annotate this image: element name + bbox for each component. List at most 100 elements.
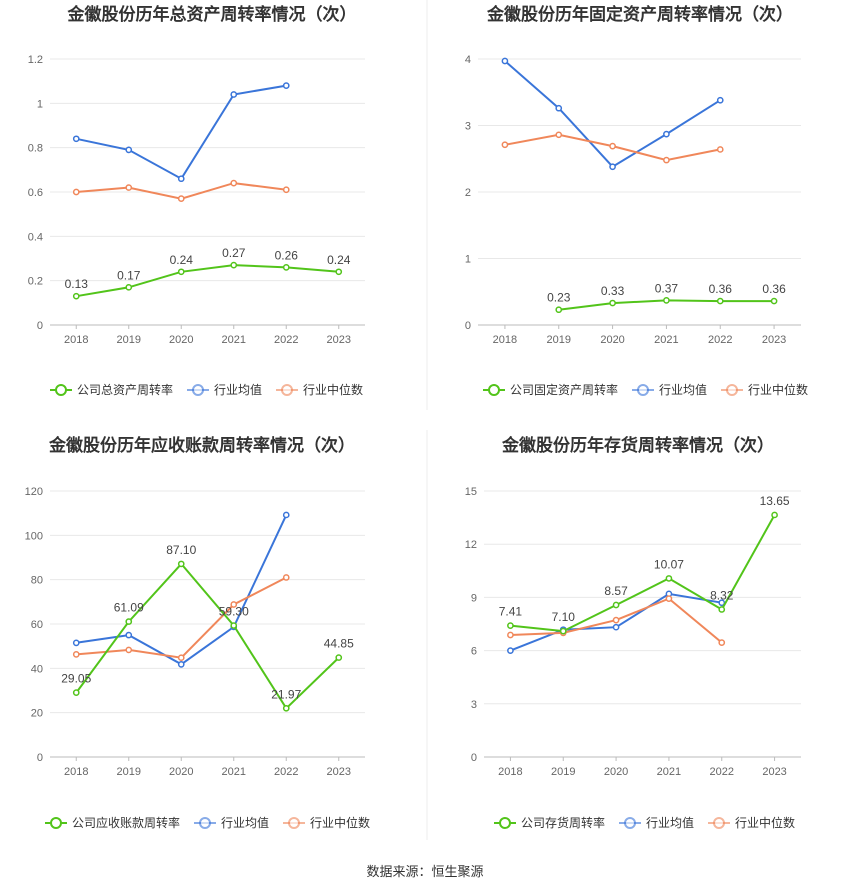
data-point [501,141,509,149]
x-tick-label: 2019 [117,766,141,778]
data-label: 0.27 [222,246,246,260]
data-point [555,131,563,139]
source-note: 数据来源：恒生聚源 [366,865,483,880]
chart-title: 金徽股份历年固定资产周转率情况（次） [486,4,793,25]
data-label: 21.97 [271,687,301,701]
chart-title: 金徽股份历年总资产周转率情况（次） [67,4,357,25]
data-point [716,297,724,305]
data-point [72,135,80,143]
data-label: 8.57 [604,584,628,598]
x-tick-label: 2021 [222,334,246,346]
data-point [230,261,238,269]
y-tick-label: 3 [471,699,477,711]
legend-marker [288,817,300,829]
x-tick-label: 2021 [657,766,681,778]
y-tick-label: 0.8 [28,143,43,155]
data-label: 87.10 [166,543,196,557]
data-point [609,142,616,150]
legend-marker [55,384,67,396]
data-point [72,188,80,196]
data-point [230,622,238,629]
y-tick-label: 0.4 [28,231,43,243]
chart-title: 金徽股份历年应收账款周转率情况（次） [48,435,355,456]
data-point [609,299,616,307]
legend-item-2: 行业均值 [194,815,269,830]
data-label: 61.09 [114,601,144,615]
y-tick-label: 6 [471,646,477,658]
data-point [125,146,133,154]
data-label: 0.37 [655,281,679,295]
data-point [177,175,185,183]
legend-label: 行业均值 [659,382,707,397]
legend-item-3: 行业中位数 [283,815,370,830]
data-point [230,179,238,187]
data-label: 13.65 [760,494,790,508]
y-tick-label: 0 [471,752,477,764]
legend-marker [713,817,725,829]
data-point [718,639,726,646]
legend-label: 行业中位数 [303,382,363,397]
series-line-3 [76,576,287,659]
data-point [177,654,185,662]
x-tick-label: 2023 [762,766,786,778]
data-point [125,618,133,625]
data-point [665,575,673,582]
y-tick-label: 15 [465,486,477,498]
legend-label: 行业均值 [646,815,694,830]
series-line-1 [510,514,776,633]
data-point [555,104,563,112]
x-tick-label: 2023 [327,334,351,346]
data-label: 0.24 [327,253,351,267]
data-point [177,560,185,568]
data-point [177,195,185,202]
data-point [771,511,778,519]
data-point [335,268,343,276]
x-tick-label: 2021 [222,766,246,778]
x-tick-label: 2020 [604,766,628,778]
legend-marker [192,384,204,396]
legend-item-1: 公司应收账款周转率 [45,815,180,830]
y-tick-label: 12 [465,539,477,551]
data-point [612,601,620,609]
data-label: 0.33 [601,284,625,298]
legend-item-3: 行业中位数 [708,815,795,830]
data-label: 8.32 [710,588,734,602]
x-tick-label: 2022 [710,766,734,778]
series-line-2 [76,514,288,666]
data-point [335,654,343,661]
data-point [282,186,290,194]
data-point [770,297,778,305]
y-tick-label: 120 [25,486,43,498]
legend-marker [637,384,649,396]
y-tick-label: 1 [37,98,43,110]
data-point [507,622,514,629]
legend-item-1: 公司总资产周转率 [50,382,173,397]
x-tick-label: 2019 [117,334,141,346]
data-point [501,57,509,65]
chart-panel-4: 金徽股份历年存货周转率情况（次） 0 3 6 9 12 15 2018 2019 2020 2021… [465,435,801,830]
legend-marker [726,384,738,396]
data-point [609,163,616,171]
legend-label: 公司存货周转率 [521,815,605,830]
data-label: 10.07 [654,557,684,571]
series-line-2 [76,84,287,181]
y-tick-label: 0 [37,752,43,764]
x-tick-label: 2018 [64,766,88,778]
series-line-2 [504,60,721,168]
legend-item-2: 行业均值 [632,382,707,397]
data-point [559,627,567,635]
chart-panel-3: 金徽股份历年应收账款周转率情况（次） 0 20 40 60 80 100 120 2018 201… [25,435,370,830]
data-point [665,595,673,602]
data-point [282,511,290,519]
data-point [507,647,514,654]
data-label: 0.26 [275,248,299,262]
data-label: 29.05 [61,672,91,686]
x-tick-label: 2018 [64,334,88,346]
data-point [663,297,670,304]
data-label: 0.36 [709,282,733,296]
chart-panel-2: 金徽股份历年固定资产周转率情况（次） 0 1 2 3 4 2018 2019 2020 2021 2… [465,4,808,397]
data-point [716,146,724,153]
legend-item-2: 行业均值 [187,382,262,397]
data-point [72,689,80,696]
y-tick-label: 80 [31,575,43,587]
